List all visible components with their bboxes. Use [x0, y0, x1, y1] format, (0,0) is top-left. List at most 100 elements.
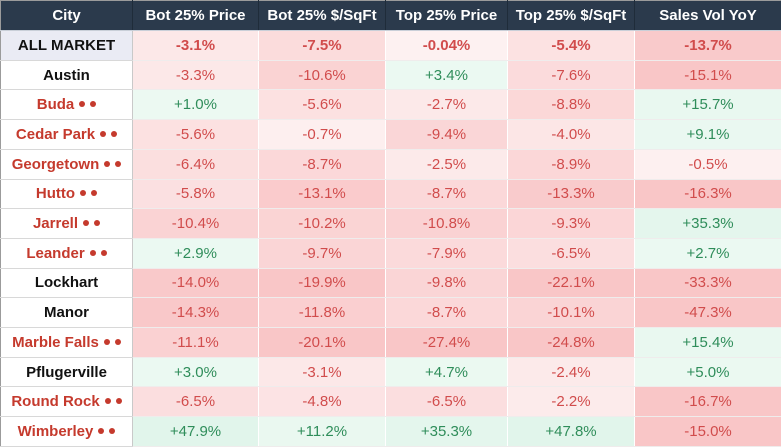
- value-cell-austin-sales-vol-yoy: -15.1%: [634, 60, 781, 91]
- value-cell-marble-falls-top-25-price: -27.4%: [385, 327, 508, 358]
- city-cell-pflugerville: Pflugerville: [0, 357, 133, 388]
- city-marker-dot-icon: [94, 220, 101, 227]
- city-cell-wimberley: Wimberley: [0, 416, 133, 447]
- value-cell-hutto-top-25-sqft: -13.3%: [507, 179, 635, 210]
- value-cell-cedar-park-top-25-price: -9.4%: [385, 119, 508, 150]
- value-cell-lockhart-top-25-price: -9.8%: [385, 268, 508, 299]
- value-cell-austin-bot-25-sqft: -10.6%: [258, 60, 386, 91]
- value-cell-marble-falls-bot-25-price: -11.1%: [132, 327, 259, 358]
- city-marker-dot-icon: [90, 101, 97, 108]
- city-marker-dot-icon: [114, 338, 121, 345]
- city-marker-dot-icon: [80, 190, 87, 197]
- value-cell-georgetown-sales-vol-yoy: -0.5%: [634, 149, 781, 180]
- table-row-marble-falls: Marble Falls -11.1% -20.1% -27.4% -24.8% +15.…: [0, 327, 781, 358]
- value-cell-round-rock-top-25-price: -6.5%: [385, 386, 508, 418]
- value-cell-round-rock-sales-vol-yoy: -16.7%: [634, 386, 781, 418]
- table-row-lockhart: Lockhart -14.0% -19.9% -9.8% -22.1% -33.3%: [0, 268, 781, 299]
- city-label: Austin: [43, 66, 90, 84]
- city-label: Marble Falls: [12, 333, 99, 351]
- city-marker-dot-icon: [100, 130, 107, 137]
- city-cell-buda: Buda: [0, 89, 133, 121]
- city-marker-dot-icon: [83, 220, 90, 227]
- column-header-city: City: [0, 0, 133, 31]
- value-cell-manor-top-25-sqft: -10.1%: [507, 297, 635, 329]
- value-cell-georgetown-bot-25-price: -6.4%: [132, 149, 259, 180]
- table-row-pflugerville: Pflugerville +3.0% -3.1% +4.7% -2.4% +5.0%: [0, 357, 781, 388]
- city-label: Lockhart: [34, 274, 99, 292]
- value-cell-leander-top-25-sqft: -6.5%: [507, 238, 635, 269]
- value-cell-all-market-top-25-price: -0.04%: [385, 30, 508, 61]
- value-cell-wimberley-bot-25-price: +47.9%: [132, 416, 259, 447]
- city-label: Hutto: [35, 185, 76, 203]
- value-cell-buda-bot-25-price: +1.0%: [132, 89, 259, 121]
- value-cell-pflugerville-top-25-price: +4.7%: [385, 357, 508, 388]
- column-header-sales-vol-yoy: Sales Vol YoY: [634, 0, 781, 31]
- table-header-row: City Bot 25% Price Bot 25% $/SqFt Top 25% P…: [0, 0, 781, 31]
- city-cell-georgetown: Georgetown: [0, 149, 133, 180]
- value-cell-leander-top-25-price: -7.9%: [385, 238, 508, 269]
- city-cell-leander: Leander: [0, 238, 133, 269]
- city-marker-dot-icon: [98, 428, 105, 435]
- column-header-bot-25-price: Bot 25% Price: [132, 0, 259, 31]
- value-cell-cedar-park-top-25-sqft: -4.0%: [507, 119, 635, 150]
- city-cell-lockhart: Lockhart: [0, 268, 133, 299]
- value-cell-jarrell-top-25-sqft: -9.3%: [507, 208, 635, 239]
- value-cell-wimberley-bot-25-sqft: +11.2%: [258, 416, 386, 447]
- value-cell-pflugerville-sales-vol-yoy: +5.0%: [634, 357, 781, 388]
- value-cell-georgetown-top-25-price: -2.5%: [385, 149, 508, 180]
- city-label: ALL MARKET: [17, 36, 116, 54]
- value-cell-georgetown-bot-25-sqft: -8.7%: [258, 149, 386, 180]
- city-cell-all-market: ALL MARKET: [0, 30, 133, 61]
- value-cell-manor-bot-25-sqft: -11.8%: [258, 297, 386, 329]
- value-cell-wimberley-sales-vol-yoy: -15.0%: [634, 416, 781, 447]
- city-label: Jarrell: [32, 215, 79, 233]
- value-cell-cedar-park-bot-25-sqft: -0.7%: [258, 119, 386, 150]
- value-cell-round-rock-bot-25-sqft: -4.8%: [258, 386, 386, 418]
- table-row-wimberley: Wimberley +47.9% +11.2% +35.3% +47.8% -15.0%: [0, 416, 781, 447]
- city-label: Pflugerville: [26, 363, 107, 381]
- value-cell-cedar-park-sales-vol-yoy: +9.1%: [634, 119, 781, 150]
- value-cell-pflugerville-top-25-sqft: -2.4%: [507, 357, 635, 388]
- table-row-manor: Manor -14.3% -11.8% -8.7% -10.1% -47.3%: [0, 297, 781, 329]
- table-row-georgetown: Georgetown -6.4% -8.7% -2.5% -8.9% -0.5%: [0, 149, 781, 180]
- value-cell-all-market-bot-25-price: -3.1%: [132, 30, 259, 61]
- value-cell-buda-sales-vol-yoy: +15.7%: [634, 89, 781, 121]
- city-label: Round Rock: [11, 393, 100, 411]
- table-row-hutto: Hutto -5.8% -13.1% -8.7% -13.3% -16.3%: [0, 179, 781, 210]
- city-marker-dot-icon: [104, 398, 111, 405]
- city-label: Manor: [44, 304, 89, 322]
- city-marker-dot-icon: [79, 101, 86, 108]
- table-row-jarrell: Jarrell -10.4% -10.2% -10.8% -9.3% +35.3%: [0, 208, 781, 239]
- value-cell-hutto-top-25-price: -8.7%: [385, 179, 508, 210]
- table-row-round-rock: Round Rock -6.5% -4.8% -6.5% -2.2% -16.7%: [0, 386, 781, 418]
- table-row-cedar-park: Cedar Park -5.6% -0.7% -9.4% -4.0% +9.1%: [0, 119, 781, 150]
- value-cell-hutto-bot-25-sqft: -13.1%: [258, 179, 386, 210]
- city-marker-dot-icon: [109, 428, 116, 435]
- value-cell-pflugerville-bot-25-sqft: -3.1%: [258, 357, 386, 388]
- value-cell-marble-falls-top-25-sqft: -24.8%: [507, 327, 635, 358]
- value-cell-round-rock-top-25-sqft: -2.2%: [507, 386, 635, 418]
- city-label: Georgetown: [11, 155, 100, 173]
- value-cell-jarrell-sales-vol-yoy: +35.3%: [634, 208, 781, 239]
- city-cell-marble-falls: Marble Falls: [0, 327, 133, 358]
- column-header-top-25-sqft: Top 25% $/SqFt: [507, 0, 635, 31]
- value-cell-marble-falls-bot-25-sqft: -20.1%: [258, 327, 386, 358]
- city-marker-dot-icon: [111, 130, 118, 137]
- value-cell-marble-falls-sales-vol-yoy: +15.4%: [634, 327, 781, 358]
- city-cell-cedar-park: Cedar Park: [0, 119, 133, 150]
- value-cell-round-rock-bot-25-price: -6.5%: [132, 386, 259, 418]
- city-marker-dot-icon: [91, 190, 98, 197]
- value-cell-austin-top-25-price: +3.4%: [385, 60, 508, 91]
- value-cell-buda-bot-25-sqft: -5.6%: [258, 89, 386, 121]
- city-cell-hutto: Hutto: [0, 179, 133, 210]
- value-cell-all-market-bot-25-sqft: -7.5%: [258, 30, 386, 61]
- table-row-all-market: ALL MARKET -3.1% -7.5% -0.04% -5.4% -13.7%: [0, 30, 781, 61]
- column-header-top-25-price: Top 25% Price: [385, 0, 508, 31]
- value-cell-hutto-bot-25-price: -5.8%: [132, 179, 259, 210]
- value-cell-wimberley-top-25-sqft: +47.8%: [507, 416, 635, 447]
- value-cell-buda-top-25-sqft: -8.8%: [507, 89, 635, 121]
- city-cell-round-rock: Round Rock: [0, 386, 133, 418]
- value-cell-leander-bot-25-price: +2.9%: [132, 238, 259, 269]
